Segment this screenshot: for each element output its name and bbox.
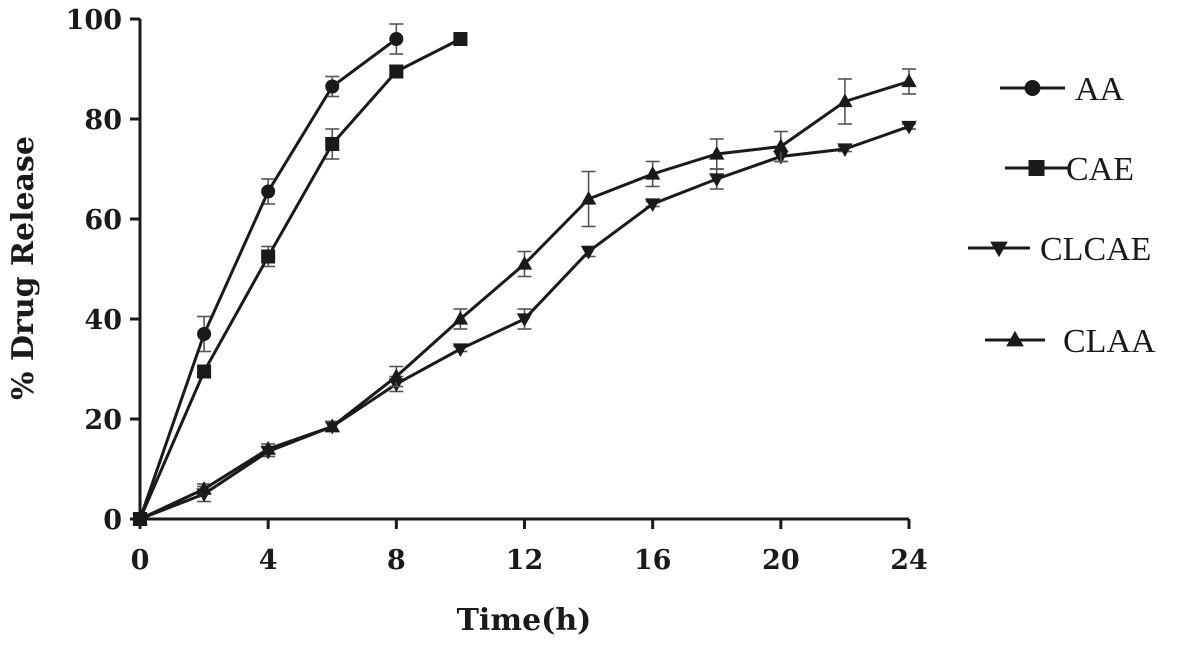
- data-point-claa: [260, 440, 276, 455]
- legend-marker-aa: [1024, 80, 1041, 96]
- legend-marker-clcae: [990, 241, 1008, 258]
- y-tick-label: 0: [103, 505, 122, 536]
- x-tick-label: 8: [387, 545, 406, 576]
- legend-label: AA: [1075, 71, 1125, 108]
- series-clcae: [132, 120, 917, 528]
- data-point-cae: [389, 64, 404, 79]
- data-point-claa: [901, 73, 917, 88]
- data-point-cae: [453, 32, 468, 46]
- y-tick-label: 80: [84, 105, 122, 136]
- x-tick-label: 12: [506, 545, 544, 576]
- data-point-aa: [389, 32, 404, 46]
- x-tick-label: 20: [762, 545, 800, 576]
- series-line-cae: [138, 37, 462, 520]
- data-point-aa: [325, 79, 340, 94]
- data-point-clcae: [644, 198, 661, 213]
- series-cae: [133, 32, 468, 526]
- x-tick-label: 0: [131, 545, 150, 576]
- y-tick-label: 20: [84, 405, 122, 436]
- data-point-aa: [261, 184, 276, 199]
- series-layer: [132, 23, 917, 528]
- x-axis-title: Time(h): [457, 603, 592, 638]
- data-point-claa: [644, 165, 661, 180]
- data-point-claa: [388, 368, 405, 383]
- legend-label: CLCAE: [1040, 231, 1151, 268]
- data-point-cae: [197, 364, 212, 379]
- data-point-claa: [452, 310, 469, 325]
- legend-item-claa: CLAA: [985, 323, 1156, 360]
- data-point-claa: [324, 418, 340, 433]
- y-tick-label: 40: [84, 305, 122, 336]
- data-point-claa: [516, 255, 533, 270]
- data-point-claa: [773, 138, 789, 153]
- data-point-clcae: [516, 313, 533, 328]
- data-point-clcae: [580, 245, 597, 260]
- x-tick-label: 16: [634, 545, 672, 576]
- data-point-aa: [197, 327, 212, 341]
- y-tick-label: 60: [84, 205, 122, 236]
- legend-item-cae: CAE: [1005, 151, 1134, 188]
- data-point-clcae: [837, 143, 853, 158]
- legend-marker-cae: [1028, 160, 1045, 176]
- legend-label: CAE: [1066, 151, 1134, 188]
- series-line-claa: [139, 80, 910, 521]
- legend-item-clcae: CLCAE: [968, 231, 1151, 268]
- legend: AA CAE CLCAE CLAA: [968, 71, 1156, 360]
- data-point-claa: [709, 145, 725, 160]
- x-tick-label: 4: [259, 545, 278, 576]
- legend-marker-claa: [1006, 330, 1024, 347]
- axes: 0 4 8 12 16 20 24 0 20 40 60 80 100: [66, 5, 928, 576]
- x-tick-label: 24: [890, 545, 928, 576]
- data-point-clcae: [709, 173, 725, 188]
- y-axis-title: % Drug Release: [6, 136, 41, 400]
- legend-item-aa: AA: [1000, 71, 1125, 108]
- data-point-cae: [261, 249, 276, 264]
- legend-label: CLAA: [1063, 323, 1156, 360]
- data-point-clcae: [901, 120, 917, 135]
- data-point-claa: [132, 510, 148, 525]
- data-point-clcae: [452, 343, 469, 358]
- data-point-claa: [196, 480, 212, 495]
- y-tick-label: 100: [66, 5, 122, 36]
- data-point-claa: [580, 190, 597, 205]
- series-claa: [132, 68, 917, 525]
- data-point-cae: [325, 137, 340, 151]
- data-point-claa: [837, 93, 853, 108]
